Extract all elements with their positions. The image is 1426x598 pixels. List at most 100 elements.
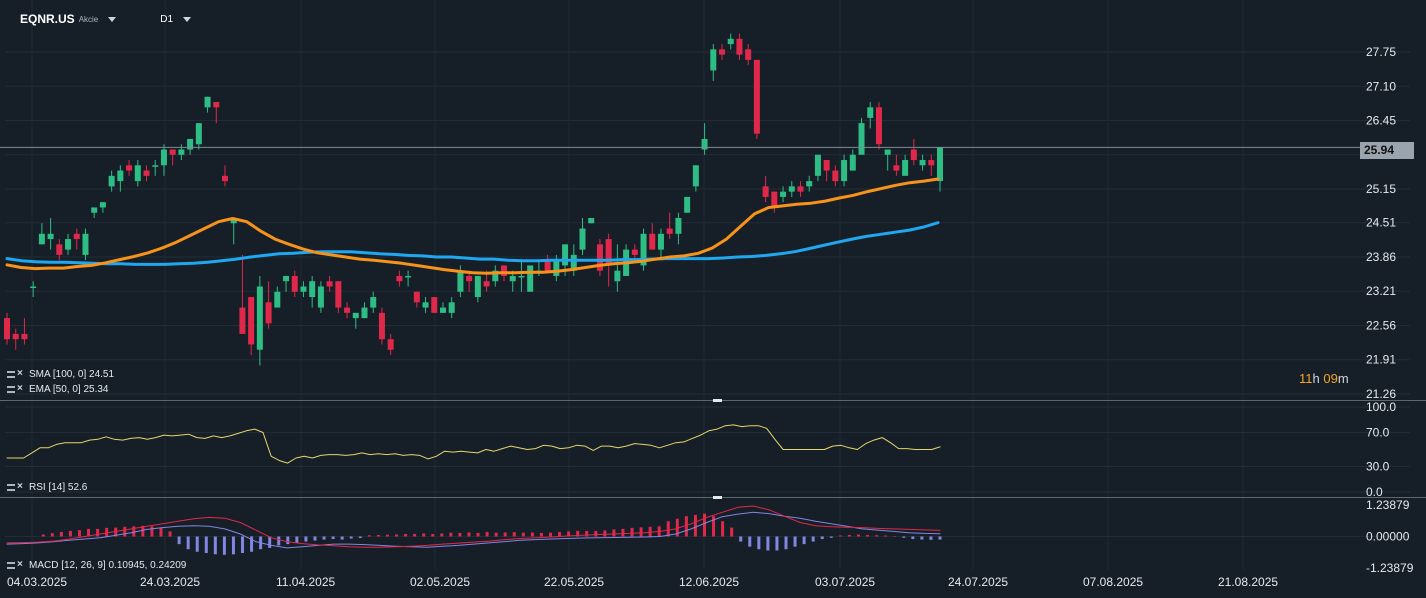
rsi-axis-tick-label: 30.0 [1366,460,1390,474]
macd-histogram-bar [331,536,335,540]
macd-histogram-bar [639,527,643,537]
candle-body [4,318,10,340]
candle-body [457,270,464,292]
candle-body [126,165,133,171]
macd-histogram-bar [286,536,290,545]
macd-histogram-bar [50,533,54,537]
macd-histogram-bar [123,526,127,537]
candle-body [413,291,420,303]
macd-histogram-bar [866,534,870,537]
sma-legend: × SMA [100, 0] 24.51 [7,368,114,380]
macd-histogram-bar [820,536,824,540]
candle-body [265,302,272,324]
macd-histogram-bar [476,532,480,537]
candle-body [902,160,909,176]
candle-body [405,275,412,278]
macd-histogram-bar [838,535,842,537]
macd-histogram-bar [902,536,906,538]
menu-icon[interactable] [7,385,15,393]
macd-histogram-bar [612,529,616,537]
price-axis-tick-label: 25.15 [1366,182,1396,196]
macd-histogram-bar [911,536,915,540]
macd-histogram-bar [802,536,806,545]
macd-histogram-bar [938,536,942,540]
candle-body [291,275,298,292]
candle-body [152,165,159,167]
macd-histogram-bar [458,532,462,537]
macd-histogram-bar [721,521,725,537]
candle-body [727,38,734,45]
macd-histogram-bar [621,528,625,537]
macd-histogram-bar [521,532,525,537]
countdown-hours: 11 [1299,371,1313,386]
macd-histogram-bar [385,534,389,537]
macd-histogram-bar [304,536,308,542]
macd-histogram-bar [603,530,607,537]
symbol-label: EQNR.US [20,12,75,26]
candle-body [562,244,569,266]
macd-histogram-bar [96,528,100,537]
candle-body [518,275,525,278]
macd-histogram-bar [222,536,226,555]
menu-icon[interactable] [7,370,15,378]
macd-histogram-bar [757,536,761,550]
price-axis-tick-label: 21.91 [1366,353,1396,367]
candle-body [56,244,63,255]
time-axis-tick-label: 12.06.2025 [679,575,739,589]
symbol-dropdown-caret-icon[interactable] [108,16,117,22]
rsi-legend: × RSI [14] 52.6 [7,481,87,493]
macd-histogram-bar [684,516,688,537]
timeframe-label[interactable]: D1 [160,13,174,25]
candle-body [509,275,516,282]
candle-body [919,160,926,166]
close-icon[interactable]: × [17,368,23,379]
macd-histogram-bar [893,535,897,537]
candle-body [431,297,438,313]
candle-body [657,233,664,250]
close-icon[interactable]: × [17,481,23,492]
macd-histogram-bar [702,513,706,537]
macd-histogram-bar [177,536,181,545]
macd-histogram-bar [150,526,154,537]
price-axis-tick-label: 27.10 [1366,79,1396,93]
menu-icon[interactable] [7,561,15,569]
timeframe-dropdown-caret-icon[interactable] [183,16,192,22]
macd-histogram-bar [241,536,245,554]
chart-toolbar: EQNR.US Akcie D1 [20,10,192,28]
macd-histogram-bar [567,531,571,537]
macd-histogram-bar [367,535,371,537]
candle-body [823,160,830,171]
candle-body [858,123,865,155]
countdown-hours-unit: h [1312,371,1320,386]
macd-histogram-bar [204,536,208,554]
macd-histogram-bar [322,536,326,540]
macd-histogram-bar [422,533,426,537]
macd-histogram-bar [485,531,489,537]
close-icon[interactable]: × [17,383,23,394]
macd-histogram-bar [920,536,924,540]
menu-icon[interactable] [7,483,15,491]
macd-histogram-bar [929,536,933,540]
macd-histogram-bar [775,536,779,551]
macd-histogram-bar [693,514,697,537]
macd-histogram-bar [793,536,797,547]
macd-histogram-bar [856,534,860,537]
instrument-type-label: Akcie [78,14,99,24]
candle-body [736,38,743,55]
candle-body [370,297,377,308]
macd-histogram-bar [630,527,634,537]
candle-body [187,138,194,150]
macd-histogram-bar [666,521,670,537]
macd-histogram-bar [168,531,172,537]
candle-body [928,160,935,166]
macd-histogram-bar [250,536,254,552]
macd-histogram-bar [358,536,362,539]
pane-resize-handle [713,399,722,402]
time-axis-tick-label: 02.05.2025 [410,575,470,589]
macd-histogram-bar [413,533,417,537]
macd-histogram-bar [195,536,199,552]
macd-histogram-bar [159,527,163,537]
close-icon[interactable]: × [17,559,23,570]
macd-histogram-bar [829,536,833,538]
